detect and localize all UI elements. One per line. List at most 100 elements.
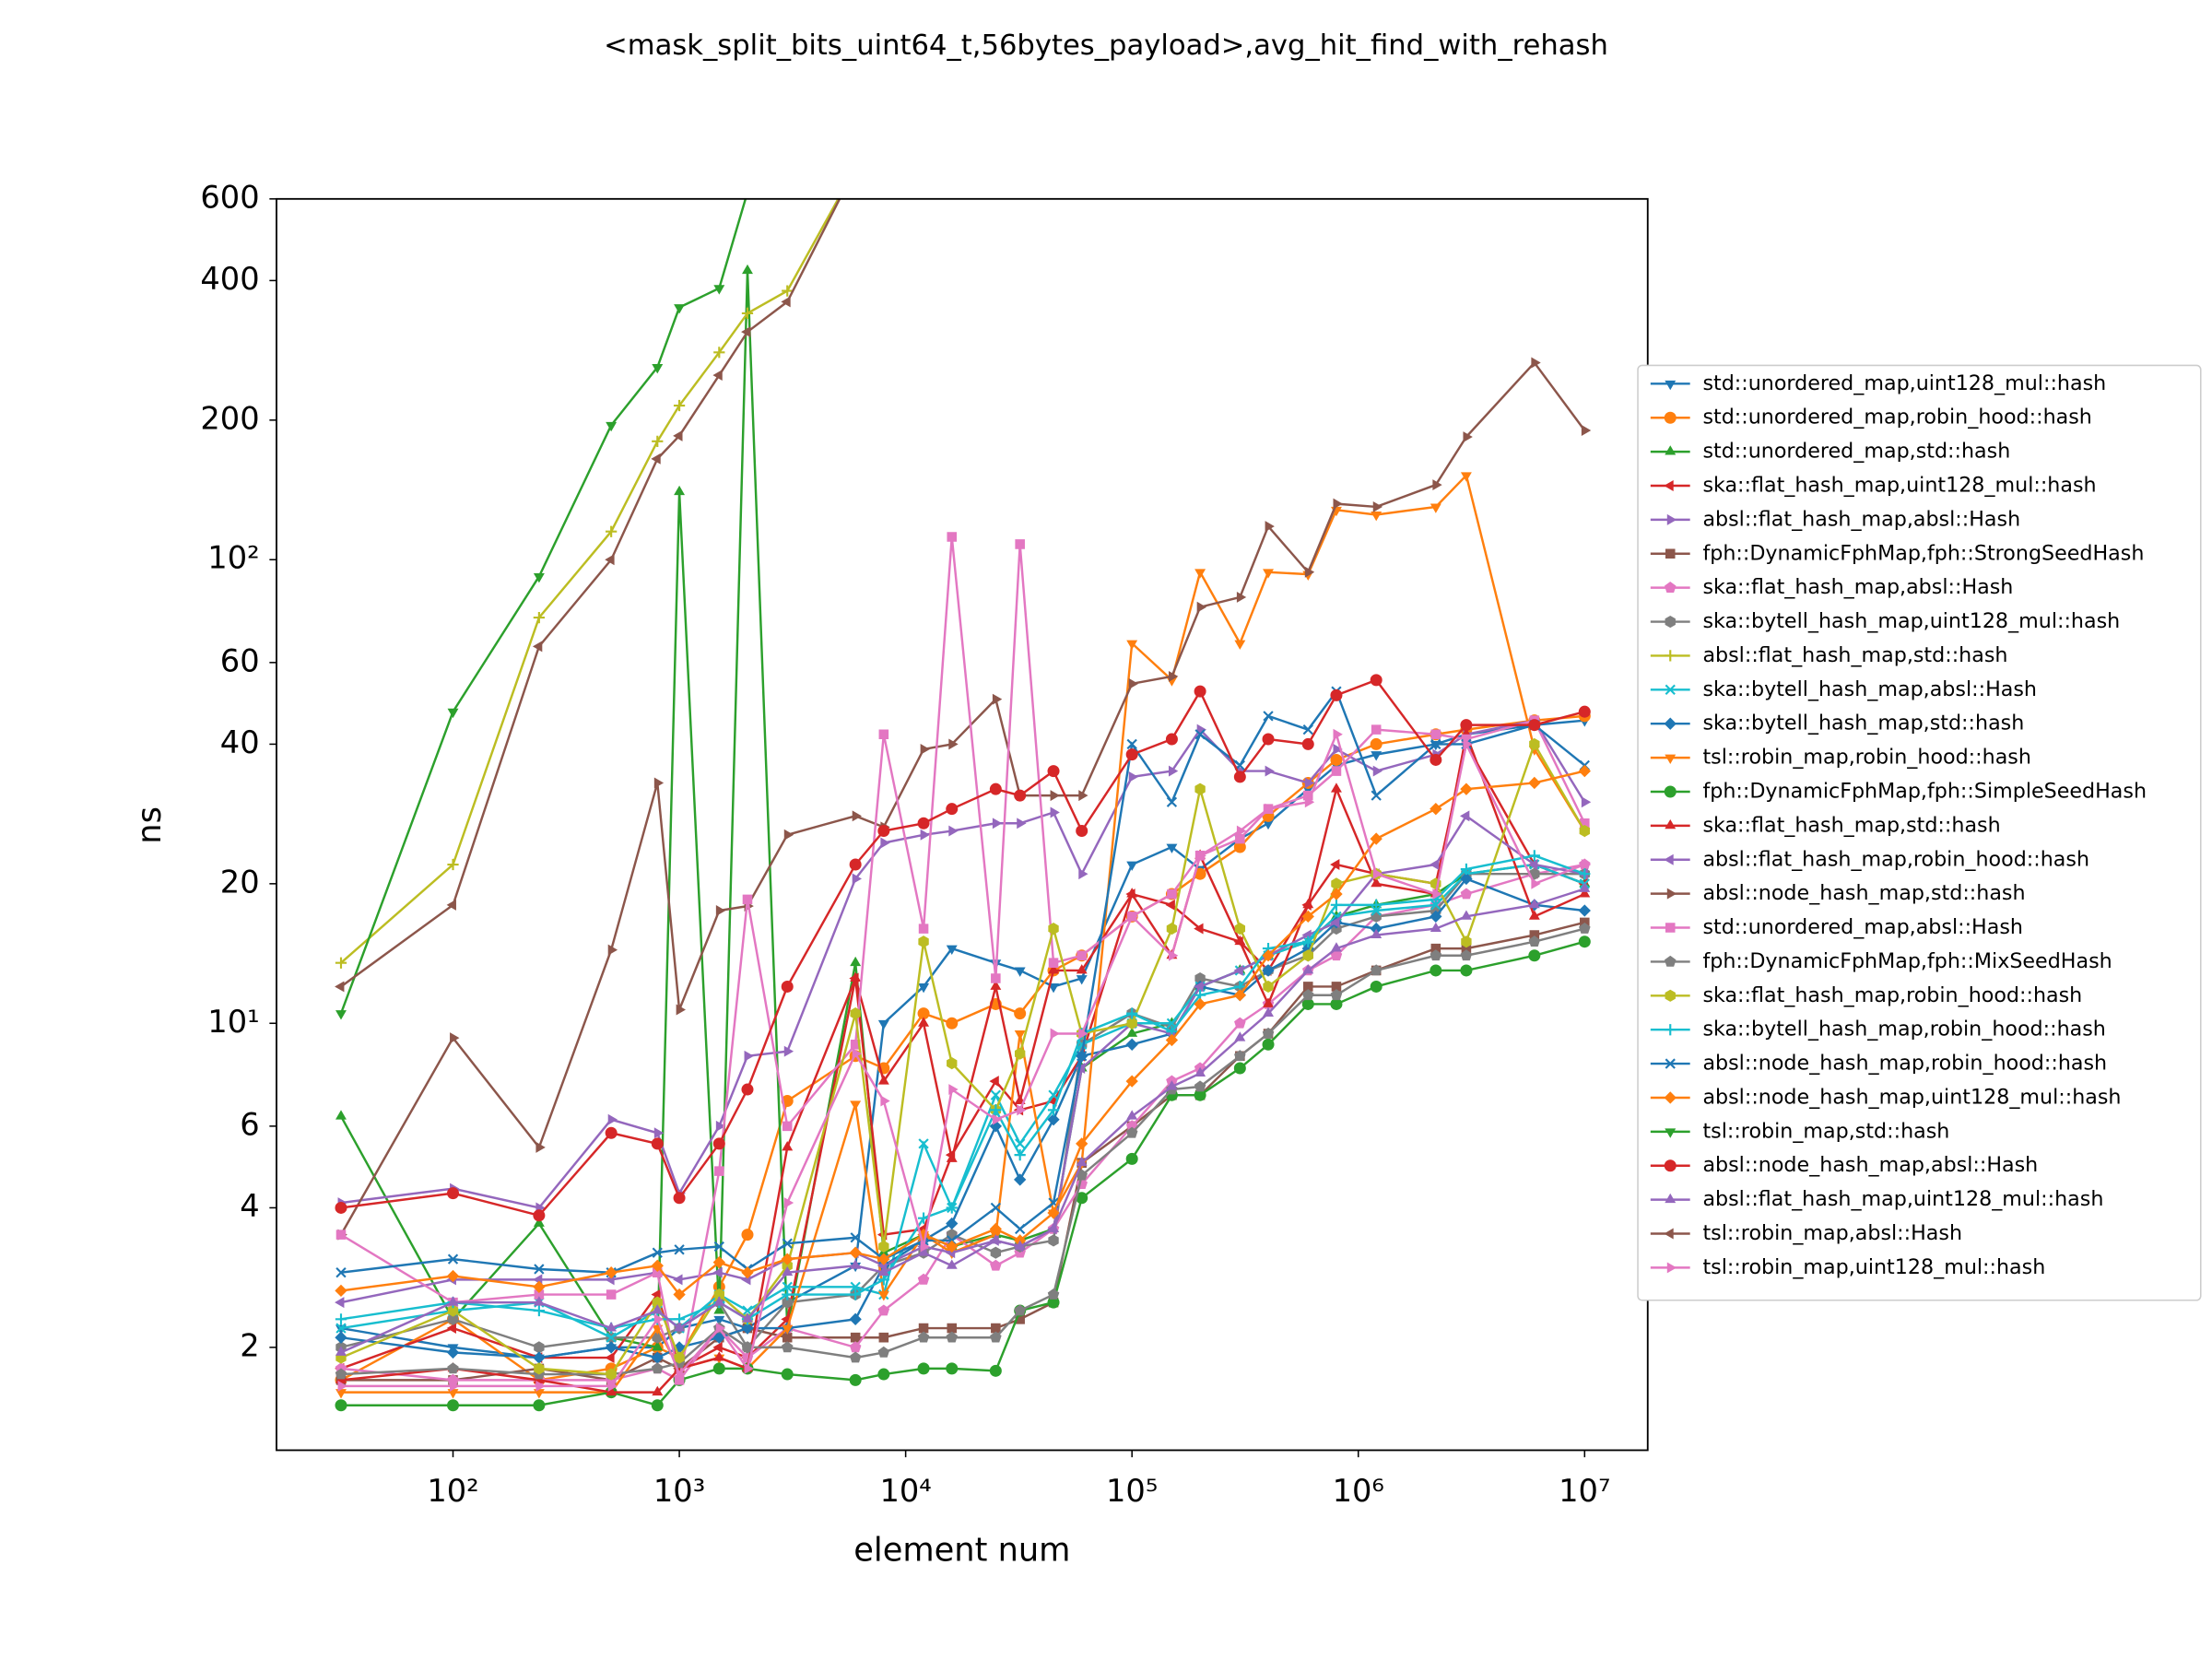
point-marker: [1234, 640, 1246, 650]
point-marker: [447, 1389, 459, 1399]
y-tick-label: 6: [240, 1106, 259, 1142]
point-marker: [741, 1229, 754, 1241]
point-marker: [715, 905, 726, 916]
point-marker: [782, 1121, 793, 1132]
point-marker: [991, 1323, 1001, 1334]
point-marker: [1265, 765, 1275, 777]
point-marker: [783, 1045, 794, 1057]
point-marker: [741, 1322, 754, 1335]
legend-marker: [1664, 1228, 1674, 1240]
legend-label: fph::DynamicFphMap,fph::SimpleSeedHash: [1702, 779, 2147, 803]
point-marker: [1166, 843, 1178, 853]
point-marker: [877, 1075, 889, 1085]
point-marker: [533, 611, 545, 624]
legend-marker: [1664, 1091, 1677, 1104]
point-marker: [918, 1323, 929, 1334]
point-marker: [742, 264, 753, 275]
point-marker: [1233, 964, 1243, 976]
point-marker: [1302, 964, 1314, 974]
point-marker: [447, 1399, 460, 1412]
point-marker: [1372, 868, 1383, 880]
point-marker: [992, 818, 1003, 830]
point-marker: [782, 138, 793, 147]
point-marker: [1330, 942, 1342, 952]
point-marker: [712, 1137, 725, 1150]
point-marker: [990, 1202, 1002, 1214]
legend-marker: [1665, 923, 1676, 933]
point-marker: [1126, 1110, 1138, 1120]
legend-label: std::unordered_map,std::hash: [1702, 440, 2010, 464]
y-tick-label: 600: [200, 179, 259, 215]
legend-item: tsl::robin_map,absl::Hash: [1650, 1221, 1962, 1245]
point-marker: [652, 1385, 664, 1396]
series-line: [340, 730, 1585, 1394]
legend-label: absl::flat_hash_map,std::hash: [1702, 643, 2007, 667]
point-marker: [335, 1331, 347, 1344]
legend-marker: [1665, 650, 1677, 662]
point-marker: [1196, 850, 1206, 862]
point-marker: [991, 973, 1001, 983]
point-marker: [877, 1291, 889, 1301]
point-marker: [1166, 0, 1177, 7]
point-marker: [850, 1281, 861, 1292]
legend-marker: [1664, 480, 1674, 491]
point-marker: [948, 825, 959, 837]
point-marker: [715, 1120, 726, 1132]
point-marker: [1528, 719, 1541, 732]
point-marker: [947, 90, 958, 101]
point-marker: [781, 1368, 794, 1381]
point-marker: [652, 364, 664, 374]
point-marker: [1371, 724, 1382, 735]
point-marker: [1301, 737, 1314, 750]
point-marker: [713, 1241, 724, 1253]
point-marker: [1262, 733, 1275, 746]
point-marker: [1194, 997, 1206, 1011]
point-marker: [1076, 975, 1088, 985]
point-marker: [712, 370, 723, 382]
point-marker: [1236, 591, 1247, 603]
point-marker: [741, 307, 754, 320]
point-marker: [1528, 935, 1541, 947]
point-marker: [1333, 743, 1343, 755]
legend-label: ska::flat_hash_map,robin_hood::hash: [1702, 983, 2082, 1007]
point-marker: [1302, 898, 1314, 909]
legend-label: absl::flat_hash_map,absl::Hash: [1702, 507, 2020, 531]
point-marker: [918, 1017, 930, 1027]
point-marker: [1015, 1223, 1026, 1235]
point-marker: [782, 1265, 794, 1277]
point-marker: [335, 1297, 345, 1309]
point-marker: [674, 1351, 685, 1364]
point-marker: [877, 1304, 890, 1316]
point-marker: [946, 1152, 958, 1162]
point-marker: [782, 1288, 794, 1300]
legend-item: std::unordered_map,absl::Hash: [1650, 915, 2023, 939]
point-marker: [917, 1362, 930, 1375]
point-marker: [918, 924, 929, 934]
point-marker: [1048, 958, 1059, 968]
point-marker: [534, 1264, 545, 1275]
series-line: [340, 198, 841, 988]
point-marker: [1304, 796, 1315, 808]
point-marker: [674, 485, 686, 496]
point-marker: [1371, 910, 1382, 923]
point-marker: [335, 1201, 347, 1214]
point-marker: [917, 1007, 930, 1020]
plot-area: [335, 0, 1592, 1412]
x-tick-label: 10⁵: [1106, 1473, 1158, 1509]
point-marker: [673, 1274, 683, 1286]
point-marker: [781, 1253, 794, 1265]
point-marker: [1126, 640, 1138, 650]
point-marker: [741, 326, 751, 338]
point-marker: [946, 1362, 959, 1375]
point-marker: [1263, 711, 1274, 722]
point-marker: [1262, 949, 1275, 962]
point-marker: [946, 1259, 958, 1269]
point-marker: [947, 1057, 958, 1070]
point-marker: [335, 1010, 347, 1020]
point-marker: [335, 1399, 347, 1412]
legend-label: absl::node_hash_map,absl::Hash: [1702, 1153, 2038, 1177]
point-marker: [1167, 888, 1177, 900]
legend-item: fph::DynamicFphMap,fph::StrongSeedHash: [1650, 541, 2144, 565]
point-marker: [849, 1373, 862, 1386]
y-tick-label: 2: [240, 1327, 259, 1363]
